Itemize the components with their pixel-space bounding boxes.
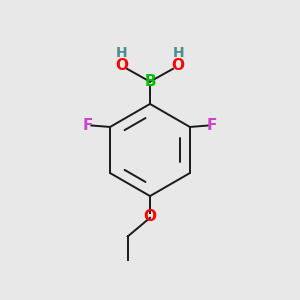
Text: B: B	[144, 74, 156, 89]
Text: O: O	[143, 209, 157, 224]
Text: F: F	[207, 118, 217, 133]
Text: F: F	[82, 118, 93, 133]
Text: H: H	[172, 46, 184, 60]
Text: H: H	[116, 46, 128, 60]
Text: O: O	[172, 58, 185, 73]
Text: O: O	[115, 58, 128, 73]
